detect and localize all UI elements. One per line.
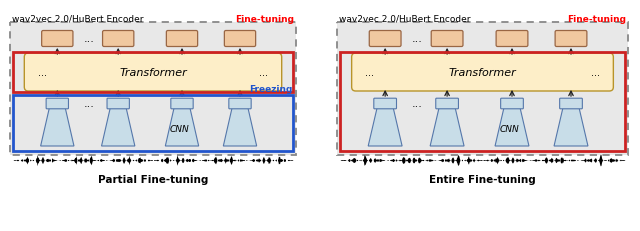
Text: Partial Fine-tuning: Partial Fine-tuning	[98, 174, 208, 184]
Bar	[13, 53, 293, 93]
Polygon shape	[223, 109, 257, 146]
FancyBboxPatch shape	[351, 54, 613, 92]
FancyBboxPatch shape	[559, 99, 582, 109]
Text: ...: ...	[84, 34, 95, 44]
Text: Fine-tuning: Fine-tuning	[567, 15, 626, 24]
Text: ...: ...	[412, 34, 423, 44]
Polygon shape	[495, 109, 529, 146]
Text: CNN: CNN	[500, 125, 520, 134]
FancyBboxPatch shape	[500, 99, 524, 109]
Text: Entire Fine-tuning: Entire Fine-tuning	[429, 174, 536, 184]
Text: Fine-tuning: Fine-tuning	[235, 15, 294, 24]
Polygon shape	[368, 109, 402, 146]
Text: ...: ...	[259, 68, 268, 78]
Text: ...: ...	[84, 99, 95, 109]
Text: Transformer: Transformer	[119, 68, 187, 78]
Bar	[337, 23, 628, 155]
Text: ...: ...	[412, 99, 423, 109]
FancyBboxPatch shape	[107, 99, 129, 109]
FancyBboxPatch shape	[42, 31, 73, 47]
Text: wav2vec 2.0/HuBert Encoder: wav2vec 2.0/HuBert Encoder	[339, 15, 470, 24]
FancyBboxPatch shape	[171, 99, 193, 109]
Polygon shape	[430, 109, 464, 146]
Text: ...: ...	[38, 68, 47, 78]
Bar	[13, 96, 293, 151]
FancyBboxPatch shape	[229, 99, 251, 109]
FancyBboxPatch shape	[24, 54, 282, 92]
FancyBboxPatch shape	[555, 31, 587, 47]
Text: Transformer: Transformer	[449, 68, 516, 78]
FancyBboxPatch shape	[496, 31, 528, 47]
FancyBboxPatch shape	[225, 31, 255, 47]
FancyBboxPatch shape	[102, 31, 134, 47]
Text: Freezing: Freezing	[248, 85, 292, 94]
Polygon shape	[40, 109, 74, 146]
Text: CNN: CNN	[170, 125, 190, 134]
Text: ...: ...	[591, 68, 600, 78]
Text: wav2vec 2.0/HuBert Encoder: wav2vec 2.0/HuBert Encoder	[12, 15, 143, 24]
Polygon shape	[165, 109, 198, 146]
Bar	[340, 53, 625, 151]
Polygon shape	[102, 109, 135, 146]
FancyBboxPatch shape	[369, 31, 401, 47]
FancyBboxPatch shape	[374, 99, 397, 109]
Text: ...: ...	[365, 68, 374, 78]
FancyBboxPatch shape	[166, 31, 198, 47]
FancyBboxPatch shape	[431, 31, 463, 47]
FancyBboxPatch shape	[46, 99, 68, 109]
Bar	[10, 23, 296, 155]
Polygon shape	[554, 109, 588, 146]
FancyBboxPatch shape	[436, 99, 458, 109]
